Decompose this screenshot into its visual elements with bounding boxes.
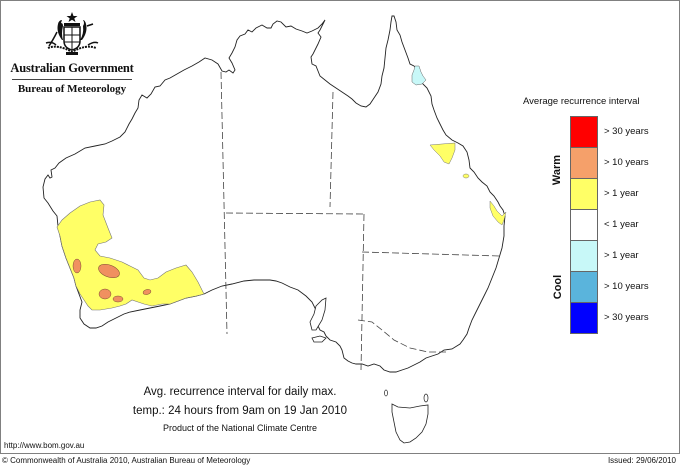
footer-divider [0,453,680,454]
flinders-island [423,393,429,403]
legend-color-scale [570,116,598,334]
coat-of-arms-icon [45,12,99,55]
qld-warm-anomaly-1yr [462,173,470,179]
qld-cool-anomaly-1yr [411,65,427,86]
legend-label: > 10 years [604,157,649,168]
bom-logo: Australian Government Bureau of Meteorol… [8,10,134,96]
legend-swatch-warm-1yr [570,179,598,210]
map-title-line1: Avg. recurrence interval for daily max. [143,386,337,398]
qld-warm-anomaly-1yr [489,200,507,226]
wa-warm-anomaly-10yr [112,295,124,303]
issued-date: Issued: 29/06/2010 [607,456,676,465]
state-borders [220,71,501,371]
legend-title: Average recurrence interval [523,96,640,107]
legend-swatch-cool-30yr [570,303,598,334]
wa-warm-anomaly-10yr [142,289,152,295]
bom-url-link[interactable]: http://www.bom.gov.au [4,441,85,450]
wa-warm-anomaly-10yr [72,258,82,274]
wa-warm-anomaly-10yr [98,288,112,300]
legend-warm-label: Warm [551,154,564,186]
legend-label: > 30 years [604,126,649,137]
wa-warm-anomaly-1yr [56,199,205,311]
legend-swatch-warm-10yr [570,148,598,179]
spencer-gulf [309,297,327,331]
legend-cool-label: Cool [552,274,565,300]
government-name: Australian Government [10,61,134,75]
copyright-notice: © Commonwealth of Australia 2010, Austra… [2,456,251,465]
legend-label: > 10 years [604,281,649,292]
mainland-coastline [42,15,506,373]
legend-label: > 1 year [604,188,639,199]
legend-swatch-warm-30yr [570,116,598,148]
tasmania [391,403,429,444]
legend-swatch-cool-1yr [570,241,598,272]
legend-label: > 1 year [604,250,639,261]
kangaroo-island [311,335,327,343]
king-island [384,389,388,397]
map-title-line2: temp.: 24 hours from 9am on 19 Jan 2010 [132,405,348,417]
legend-label: > 30 years [604,312,649,323]
product-credit: Product of the National Climate Centre [162,423,318,433]
legend-swatch-neutral [570,210,598,241]
agency-name: Bureau of Meteorology [17,83,127,95]
qld-warm-anomaly-1yr [429,142,456,165]
legend-swatch-cool-10yr [570,272,598,303]
wa-warm-anomaly-10yr [98,263,120,279]
legend-label: < 1 year [604,219,639,230]
logo-divider [12,79,132,80]
